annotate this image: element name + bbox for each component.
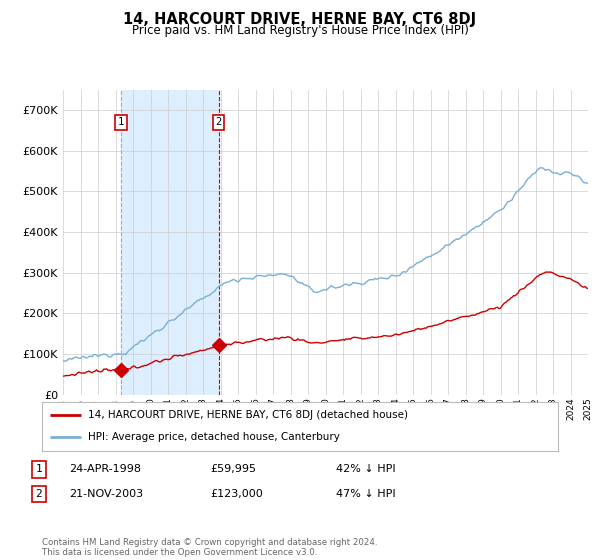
- Text: £59,995: £59,995: [210, 464, 256, 474]
- Text: 1: 1: [118, 117, 124, 127]
- Text: 42% ↓ HPI: 42% ↓ HPI: [336, 464, 395, 474]
- Text: 2: 2: [215, 117, 222, 127]
- Text: 14, HARCOURT DRIVE, HERNE BAY, CT6 8DJ (detached house): 14, HARCOURT DRIVE, HERNE BAY, CT6 8DJ (…: [88, 410, 409, 420]
- Text: 24-APR-1998: 24-APR-1998: [69, 464, 141, 474]
- Text: £123,000: £123,000: [210, 489, 263, 499]
- Text: 14, HARCOURT DRIVE, HERNE BAY, CT6 8DJ: 14, HARCOURT DRIVE, HERNE BAY, CT6 8DJ: [124, 12, 476, 27]
- Text: HPI: Average price, detached house, Canterbury: HPI: Average price, detached house, Cant…: [88, 432, 340, 442]
- Text: Price paid vs. HM Land Registry's House Price Index (HPI): Price paid vs. HM Land Registry's House …: [131, 24, 469, 37]
- Text: 2: 2: [35, 489, 43, 499]
- Bar: [121, 90, 218, 395]
- Text: 21-NOV-2003: 21-NOV-2003: [69, 489, 143, 499]
- Text: 47% ↓ HPI: 47% ↓ HPI: [336, 489, 395, 499]
- Text: 1: 1: [35, 464, 43, 474]
- Text: Contains HM Land Registry data © Crown copyright and database right 2024.
This d: Contains HM Land Registry data © Crown c…: [42, 538, 377, 557]
